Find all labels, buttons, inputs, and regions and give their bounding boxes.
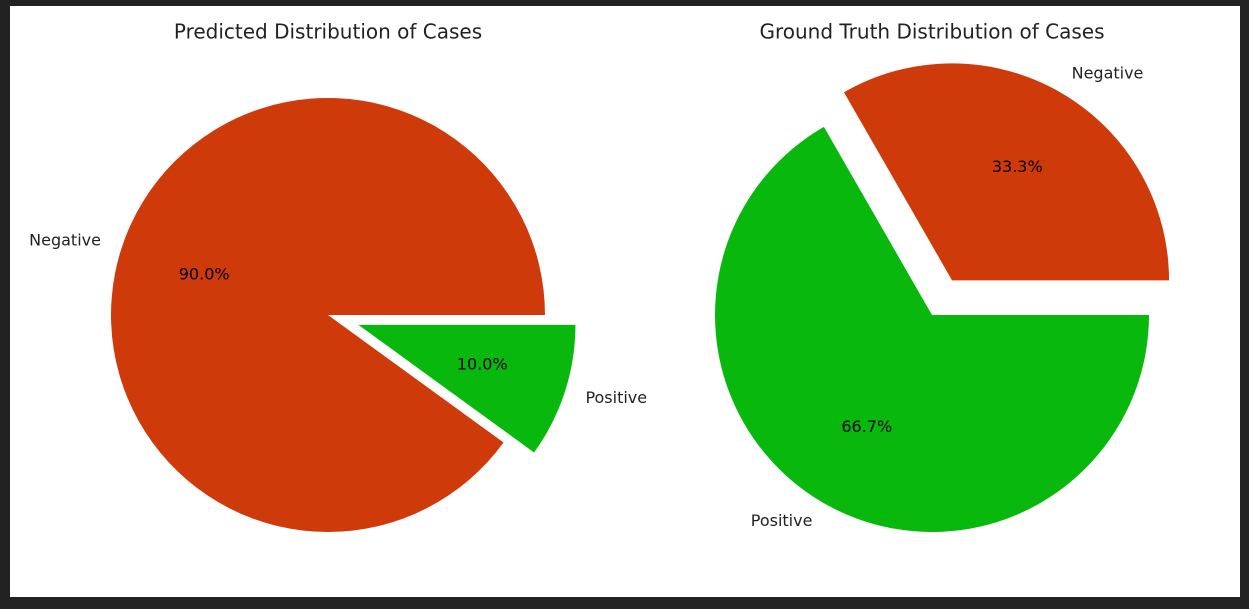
- pie-chart-1: Predicted Distribution of Cases 90.0% Nega…: [29, 20, 647, 532]
- figure: Predicted Distribution of Cases 90.0% Nega…: [10, 6, 1240, 597]
- category-label-negative: Negative: [1072, 63, 1144, 82]
- pie-slice-negative: [843, 63, 1170, 281]
- pie-slice-negative: [111, 97, 545, 532]
- pie-slice-positive: [358, 324, 576, 453]
- percent-label-positive: 66.7%: [841, 417, 892, 436]
- category-label-positive: Positive: [751, 511, 813, 530]
- chart-title: Predicted Distribution of Cases: [174, 20, 482, 44]
- category-label-positive: Positive: [585, 388, 647, 407]
- category-label-negative: Negative: [29, 231, 101, 250]
- pie-slice-positive: [715, 126, 1149, 533]
- chart-title: Ground Truth Distribution of Cases: [759, 20, 1104, 44]
- percent-label-negative: 90.0%: [179, 264, 230, 283]
- pie-chart-2: Ground Truth Distribution of Cases 33.3% N…: [715, 20, 1170, 533]
- pie-charts: Predicted Distribution of Cases 90.0% Nega…: [29, 20, 1170, 533]
- percent-label-positive: 10.0%: [457, 355, 508, 374]
- percent-label-negative: 33.3%: [992, 157, 1043, 176]
